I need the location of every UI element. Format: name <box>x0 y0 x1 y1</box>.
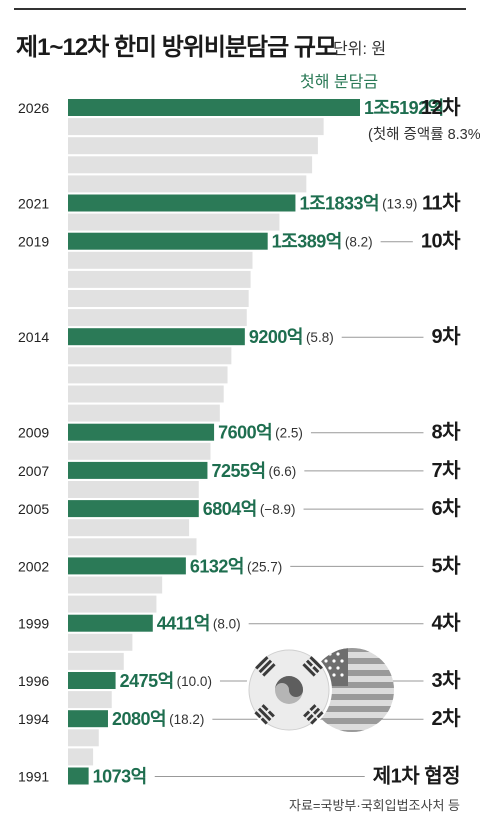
flags-illustration <box>246 647 394 733</box>
year-label-2014: 2014 <box>18 329 49 345</box>
amount-label-2019: 1조389억 <box>272 232 342 252</box>
bar-2002 <box>68 557 186 575</box>
amount-label-2021: 1조1833억 <box>299 194 379 214</box>
round-label-2009: 8차 <box>431 421 461 444</box>
bar-2007 <box>68 461 208 479</box>
amount-label-2009: 7600억 <box>218 423 272 443</box>
note-label-2026: (첫해 증액률 8.3%) <box>368 126 480 143</box>
year-label-1999: 1999 <box>18 616 49 632</box>
round-label-2002: 5차 <box>431 554 461 577</box>
bar-2015 <box>68 309 247 327</box>
amount-label-2002: 6132억 <box>190 556 244 576</box>
bar-2006 <box>68 481 199 498</box>
taegeuk-icon <box>275 676 303 704</box>
bar-1991 <box>68 767 89 785</box>
bar-2019 <box>68 232 268 250</box>
bar-2018 <box>68 251 253 269</box>
first-year-contribution-label: 첫해 분담금 <box>300 74 379 91</box>
bar-2026 <box>68 99 360 116</box>
bar-2020 <box>68 213 280 231</box>
round-label-2021: 11차 <box>422 192 461 215</box>
unit-label: 단위: 원 <box>333 41 387 58</box>
bar-2000 <box>68 595 157 613</box>
bar-2012 <box>68 366 228 384</box>
round-label-2014: 9차 <box>431 325 461 348</box>
bar-1995 <box>68 691 112 709</box>
rate-label-1996: (10.0) <box>177 674 212 689</box>
bar-2021 <box>68 194 296 212</box>
bar-2008 <box>68 442 211 460</box>
rate-label-2009: (2.5) <box>275 426 303 441</box>
year-label-2021: 2021 <box>18 196 49 212</box>
round-label-2026: 12차 <box>421 96 461 119</box>
amount-label-1996: 2475억 <box>120 671 174 691</box>
bar-2011 <box>68 385 224 403</box>
year-label-2026: 2026 <box>18 100 49 116</box>
rate-label-2002: (25.7) <box>247 559 282 574</box>
chart-title: 제1~12차 한미 방위비분담금 규모 <box>16 34 337 61</box>
year-label-2005: 2005 <box>18 501 49 517</box>
round-label-1994: 2차 <box>431 707 461 730</box>
year-label-2009: 2009 <box>18 425 49 441</box>
bar-2010 <box>68 404 220 422</box>
top-rule <box>14 8 466 10</box>
source-note: 자료=국방부·국회입법조사처 등 <box>288 798 460 813</box>
round-label-2019: 10차 <box>421 230 461 253</box>
year-label-2002: 2002 <box>18 558 49 574</box>
bar-2016 <box>68 290 249 307</box>
bar-2001 <box>68 576 163 594</box>
bar-1993 <box>68 729 99 747</box>
year-label-2019: 2019 <box>18 234 49 250</box>
amount-label-2005: 6804억 <box>203 499 257 519</box>
amount-label-1994: 2080억 <box>112 709 166 729</box>
year-label-2007: 2007 <box>18 463 49 479</box>
bar-2003 <box>68 538 197 556</box>
year-label-1991: 1991 <box>18 769 49 785</box>
bar-1997 <box>68 652 124 670</box>
rate-label-2014: (5.8) <box>306 330 334 345</box>
bar-2025 <box>68 118 324 136</box>
bars-group <box>68 99 360 785</box>
amount-label-1991: 1073억 <box>93 767 147 787</box>
bar-2005 <box>68 500 199 518</box>
rate-label-2005: (−8.9) <box>260 502 296 517</box>
rate-label-1999: (8.0) <box>213 617 241 632</box>
bar-2014 <box>68 328 245 346</box>
amount-label-2007: 7255억 <box>211 461 265 481</box>
amount-label-2014: 9200억 <box>249 327 303 347</box>
round-label-2007: 7차 <box>431 459 461 482</box>
year-label-1994: 1994 <box>18 711 49 727</box>
bar-1996 <box>68 672 116 689</box>
bar-1994 <box>68 710 108 728</box>
bar-2022 <box>68 175 307 193</box>
amount-label-2026: 1조5192억 <box>364 98 444 118</box>
bar-2024 <box>68 137 318 155</box>
round-label-2005: 6차 <box>431 497 461 520</box>
trigram-icons <box>254 656 324 725</box>
round-label-1999: 4차 <box>431 612 461 635</box>
bar-1992 <box>68 748 94 766</box>
year-label-1996: 1996 <box>18 673 49 689</box>
bar-2009 <box>68 423 215 441</box>
bar-1998 <box>68 633 133 651</box>
rate-label-1994: (18.2) <box>169 712 204 727</box>
rate-label-2021: (13.9) <box>382 197 417 212</box>
bar-2013 <box>68 347 232 365</box>
bar-2004 <box>68 519 190 537</box>
rate-label-2019: (8.2) <box>345 235 373 250</box>
bar-1999 <box>68 614 153 632</box>
round-label-1996: 3차 <box>431 669 461 692</box>
bar-2017 <box>68 270 251 288</box>
amount-label-1999: 4411억 <box>157 614 210 634</box>
bar-2023 <box>68 156 313 174</box>
round-label-1991: 제1차 협정 <box>373 765 460 788</box>
rate-label-2007: (6.6) <box>269 464 297 479</box>
